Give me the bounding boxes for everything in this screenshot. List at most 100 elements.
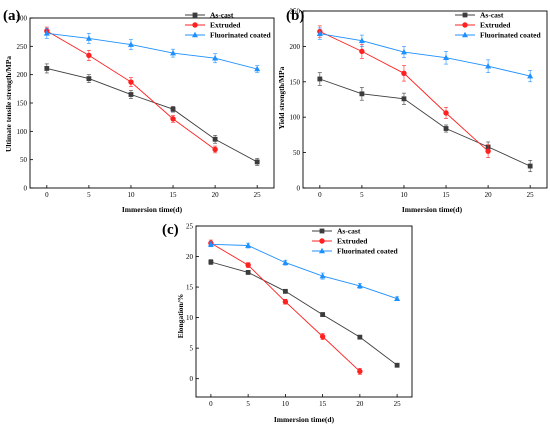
legend-marker: [192, 22, 198, 28]
legend-label: Fluorinated coated: [337, 247, 398, 256]
y-tick-label: 5: [190, 345, 194, 353]
x-axis-title: Immersion time(d): [122, 205, 183, 214]
y-tick-label: 150: [290, 78, 301, 86]
legend-marker: [319, 228, 325, 234]
series-line: [46, 67, 258, 163]
data-point: [85, 35, 92, 41]
panel-b: (b) Yield strength/MPa Immersion time(d)…: [277, 8, 548, 214]
data-point: [254, 65, 261, 72]
x-tick-label: 5: [87, 191, 91, 199]
data-point: [319, 272, 326, 279]
series-fluorinated-coated: [207, 241, 401, 301]
x-tick-label: 25: [394, 400, 402, 408]
legend-marker: [462, 12, 468, 18]
y-tick-label: 0: [24, 185, 28, 193]
data-point: [394, 295, 401, 301]
legend-marker: [462, 31, 468, 38]
y-tick-label: 0: [190, 375, 194, 383]
data-point: [317, 76, 323, 82]
legend-marker: [192, 12, 198, 18]
x-tick-label: 15: [319, 400, 327, 408]
series-fluorinated-coated: [316, 27, 534, 83]
y-tick-label: 250: [290, 8, 301, 16]
y-tick-label: 20: [186, 253, 194, 261]
data-point: [282, 288, 288, 294]
y-tick-label: 150: [17, 100, 28, 108]
series-line: [319, 78, 531, 167]
panel-c: (c) Elongation/% Immersion time(d) 0 5 10 1…: [162, 222, 413, 424]
x-tick-label: 25: [527, 191, 535, 199]
data-point: [443, 54, 450, 61]
data-point: [358, 37, 365, 44]
data-point: [394, 362, 400, 368]
data-point: [359, 91, 365, 97]
x-tick-label: 15: [170, 191, 178, 199]
data-point: [170, 116, 176, 122]
data-point: [43, 30, 50, 36]
y-tick-label: 0: [297, 185, 301, 193]
x-tick-label: 20: [485, 191, 493, 199]
legend-entry: As-cast: [312, 227, 361, 236]
x-tick-label: 25: [254, 191, 262, 199]
x-tick-label: 10: [127, 191, 135, 199]
y-tick-label: 50: [20, 156, 28, 164]
data-point: [212, 136, 218, 142]
x-tick-label: 10: [282, 400, 290, 408]
x-tick-label: 10: [400, 191, 408, 199]
panel-label-c: (c): [162, 222, 179, 238]
data-point: [357, 334, 363, 340]
data-point: [527, 163, 533, 169]
y-tick-label: 200: [290, 43, 301, 51]
legend-entry: As-cast: [455, 11, 504, 20]
data-point: [245, 270, 251, 275]
plot-frame: [302, 10, 548, 189]
series-line: [46, 32, 258, 70]
legend-entry: Extruded: [185, 21, 241, 30]
data-point: [207, 241, 214, 247]
data-point: [485, 63, 492, 69]
y-tick-label: 100: [17, 128, 28, 136]
legend-marker: [319, 238, 325, 244]
legend-marker: [462, 22, 468, 28]
x-tick-label: 20: [212, 191, 220, 199]
data-point: [401, 70, 407, 77]
data-point: [127, 41, 134, 47]
data-point: [282, 299, 289, 305]
data-point: [320, 312, 326, 317]
y-tick-label: 300: [17, 15, 28, 23]
legend-entry: Extruded: [455, 21, 511, 30]
y-axis-title: Elongation/%: [176, 294, 185, 339]
y-tick-label: 50: [293, 149, 301, 157]
x-tick-label: 0: [318, 191, 322, 199]
x-axis-title: Immersion time(d): [402, 205, 463, 214]
series-fluorinated-coated: [43, 27, 261, 73]
legend-marker: [319, 247, 325, 254]
data-point: [400, 48, 407, 55]
x-tick-label: 0: [209, 400, 213, 408]
data-point: [527, 72, 534, 79]
y-tick-label: 200: [17, 71, 28, 79]
x-tick-label: 5: [360, 191, 364, 199]
y-axis-title: Yield strength/MPa: [277, 66, 286, 129]
data-point: [208, 259, 214, 265]
data-point: [316, 30, 323, 36]
y-tick-label: 15: [186, 284, 194, 292]
data-point: [357, 368, 363, 375]
legend-label: As-cast: [337, 227, 361, 236]
data-point: [44, 66, 50, 71]
data-point: [254, 159, 260, 165]
panel-label-b: (b): [286, 8, 304, 24]
legend-entry: As-cast: [185, 11, 234, 20]
legend-label: Extruded: [480, 21, 511, 30]
series-as-cast: [317, 72, 533, 173]
data-point: [319, 333, 326, 340]
data-point: [128, 92, 134, 97]
x-axis-title: Immersion time(d): [274, 415, 335, 424]
data-point: [128, 79, 134, 85]
data-point: [401, 96, 407, 102]
data-point: [356, 282, 363, 289]
y-axis-title: Ultimate tensile strength/MPa: [4, 56, 13, 152]
data-point: [170, 49, 177, 56]
